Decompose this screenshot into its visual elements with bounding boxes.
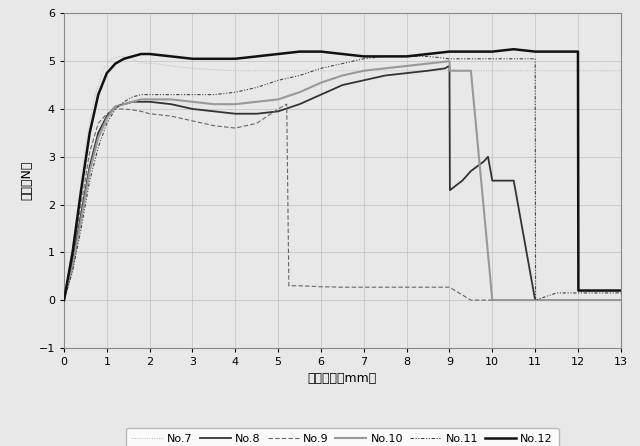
Legend: No.7, No.8, No.9, No.10, No.11, No.12: No.7, No.8, No.9, No.10, No.11, No.12 [126, 428, 559, 446]
X-axis label: 引張距離（mm）: 引張距離（mm） [308, 372, 377, 385]
Y-axis label: 荷重（N）: 荷重（N） [20, 161, 33, 200]
